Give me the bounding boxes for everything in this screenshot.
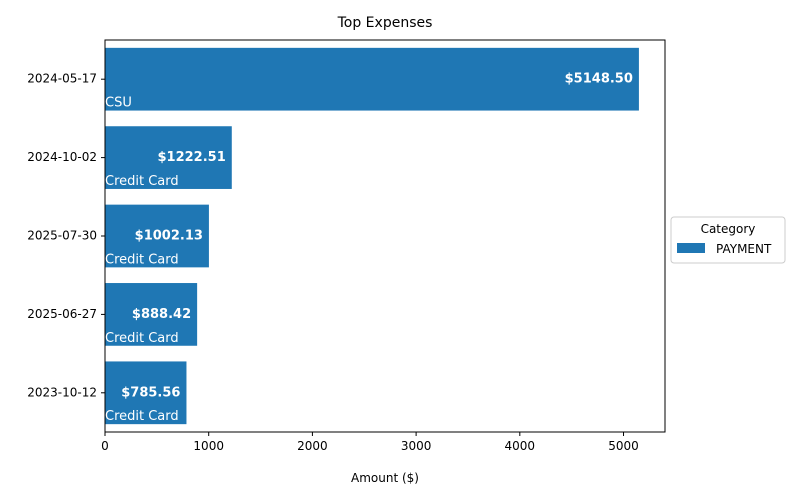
legend-title: Category	[701, 222, 756, 236]
y-tick-label: 2025-07-30	[27, 229, 97, 243]
y-tick-label: 2025-06-27	[27, 307, 97, 321]
bar-labels-layer: $5148.50 CSU $1222.51 Credit Card $1002.13 Cr…	[105, 72, 633, 424]
bar-value-label: $785.56	[121, 385, 180, 400]
legend: Category PAYMENT	[670, 216, 786, 264]
bar-2025-06-27	[105, 283, 198, 346]
bar-description-label: CSU	[105, 96, 132, 111]
x-tick-label: 3000	[401, 439, 432, 453]
bars-layer	[105, 47, 639, 425]
bar-description-label: Credit Card	[105, 174, 179, 189]
bar-2024-10-02	[105, 126, 232, 189]
bar-description-label: Credit Card	[105, 409, 179, 424]
legend-entry-label: PAYMENT	[716, 242, 772, 256]
chart-title: Top Expenses	[337, 15, 433, 31]
bar-2025-07-30	[105, 204, 209, 268]
y-tick-label: 2024-05-17	[27, 72, 97, 86]
bar-2023-10-12	[105, 361, 187, 425]
y-axis: 2024-05-17 2024-10-02 2025-07-30 2025-06-27…	[27, 72, 105, 399]
bar-value-label: $1002.13	[135, 229, 203, 244]
bar-value-label: $5148.50	[565, 72, 633, 87]
x-tick-label: 4000	[505, 439, 536, 453]
legend-swatch-payment	[677, 243, 705, 253]
y-tick-label: 2023-10-12	[27, 385, 97, 399]
bar-value-label: $1222.51	[158, 150, 226, 165]
y-tick-label: 2024-10-02	[27, 150, 97, 164]
bar-description-label: Credit Card	[105, 331, 179, 346]
bar-value-label: $888.42	[132, 307, 191, 322]
x-axis: 0 1000 2000 3000 4000 5000	[101, 432, 639, 453]
x-axis-label: Amount ($)	[351, 471, 419, 485]
x-tick-label: 0	[101, 439, 109, 453]
bar-description-label: Credit Card	[105, 252, 179, 267]
x-tick-label: 2000	[297, 439, 328, 453]
bar-2024-05-17	[105, 47, 639, 111]
x-tick-label: 1000	[193, 439, 224, 453]
x-tick-label: 5000	[608, 439, 639, 453]
